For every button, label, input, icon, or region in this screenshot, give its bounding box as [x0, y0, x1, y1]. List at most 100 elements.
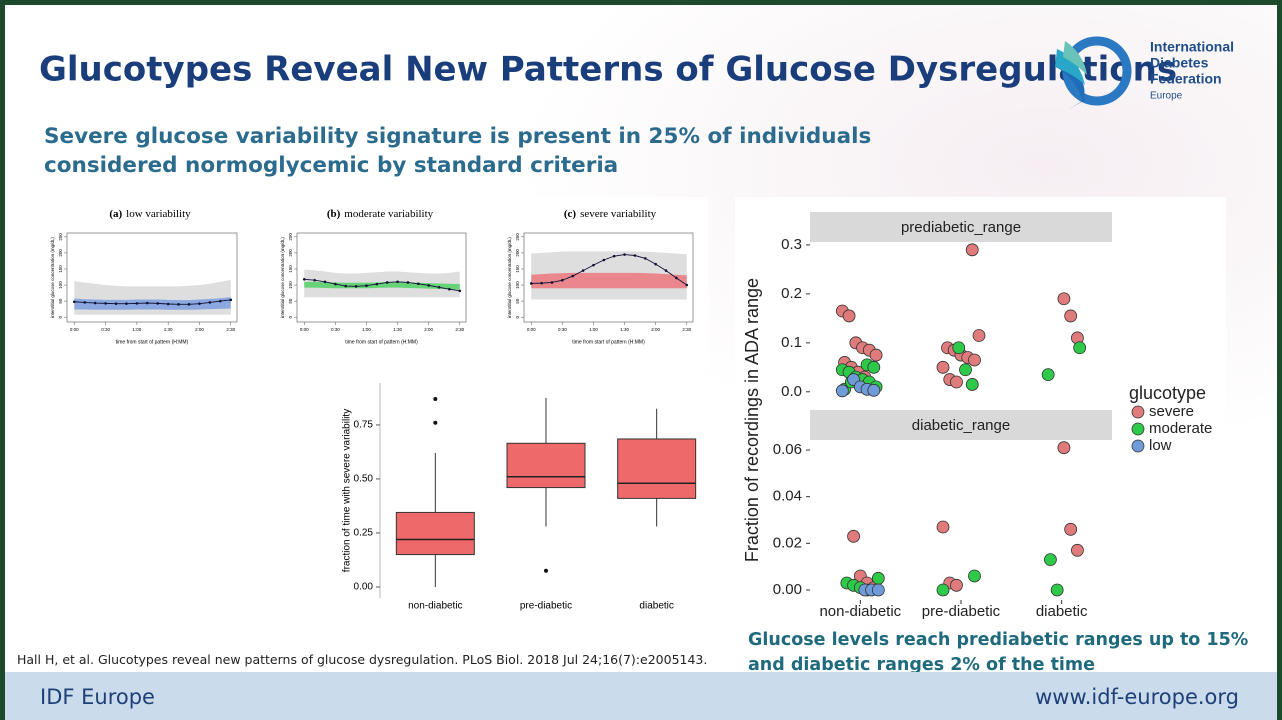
- logo-wing: [1063, 41, 1087, 75]
- series-point: [104, 302, 107, 305]
- citation: Hall H, et al. Glucotypes reveal new pat…: [17, 652, 708, 667]
- y-tick-label: 100: [288, 281, 293, 289]
- logo-mark: [1053, 36, 1132, 109]
- series-point: [633, 254, 637, 257]
- series-point: [323, 280, 327, 284]
- series-point: [125, 302, 128, 305]
- series-point: [592, 263, 595, 267]
- point: [1071, 543, 1084, 557]
- x-tick-label: 2:30: [682, 327, 691, 332]
- x-tick-label: 1:00: [362, 327, 371, 332]
- y-tick-label: 0.06: [773, 441, 802, 458]
- legend-label: low: [1149, 437, 1172, 454]
- y-tick-label: 0.3: [781, 236, 802, 253]
- point: [1064, 522, 1078, 536]
- point: [1044, 553, 1057, 567]
- y-tick-label: 0.50: [354, 474, 374, 485]
- x-axis-label: time from start of pattern (H:MM): [116, 339, 189, 345]
- series-point: [458, 289, 462, 293]
- x-tick-label: 2:30: [455, 327, 464, 332]
- series-point: [550, 281, 554, 284]
- point: [959, 363, 972, 377]
- point: [1057, 292, 1071, 306]
- series-point: [302, 277, 306, 281]
- x-tick-label: diabetic: [1036, 603, 1088, 620]
- point: [1073, 341, 1087, 355]
- series-point: [114, 302, 118, 305]
- chart-title-text: moderate variability: [344, 208, 433, 220]
- point: [952, 341, 966, 355]
- series-point: [187, 303, 191, 306]
- series-line: [531, 254, 688, 286]
- y-axis-label: interstitial glucose concentration (mg/d…: [280, 237, 285, 318]
- y-tick-label: 250: [288, 233, 293, 241]
- caption: Glucose levels reach prediabetic ranges …: [748, 630, 1249, 675]
- y-tick-label: 200: [515, 249, 520, 257]
- series-point: [581, 269, 585, 272]
- footer-right: www.idf-europe.org: [1035, 685, 1239, 709]
- series-point: [156, 302, 160, 305]
- series-point: [571, 274, 575, 278]
- plot-frame: [523, 232, 694, 323]
- x-tick-label: 2:30: [226, 327, 235, 332]
- series-point: [685, 283, 689, 287]
- series-point: [229, 298, 233, 302]
- y-tick-label: 0: [515, 315, 520, 318]
- y-tick-label: 50: [288, 298, 293, 304]
- point: [936, 520, 950, 534]
- series-point: [83, 301, 87, 304]
- point: [965, 243, 979, 257]
- point: [835, 384, 849, 398]
- point: [1057, 441, 1071, 455]
- point: [869, 348, 883, 362]
- logo-region: Europe: [1150, 91, 1183, 102]
- footer: IDF Europe www.idf-europe.org: [5, 672, 1277, 720]
- point: [871, 571, 885, 585]
- series-line: [74, 299, 231, 305]
- series-point: [644, 257, 647, 260]
- point: [1050, 583, 1064, 597]
- outlier: [544, 568, 548, 573]
- series-point: [375, 282, 379, 286]
- box: [395, 511, 475, 556]
- legend-swatch: [1131, 422, 1145, 436]
- series-point: [385, 281, 389, 284]
- y-tick-label: 50: [58, 298, 63, 304]
- point: [867, 360, 881, 374]
- x-tick-label: pre-diabetic: [922, 603, 1001, 620]
- series-point: [417, 282, 420, 286]
- series-point: [612, 254, 616, 258]
- y-tick-label: 200: [58, 249, 63, 257]
- series-point: [344, 284, 348, 288]
- y-axis-label: fraction of time with severe variability: [342, 409, 353, 572]
- x-tick-label: 1:30: [164, 327, 173, 332]
- series-point: [406, 281, 410, 284]
- facet-strip: [810, 410, 1112, 440]
- series-point: [177, 303, 180, 306]
- point: [1041, 368, 1055, 382]
- y-tick-label: 0.2: [781, 285, 802, 302]
- series-point: [354, 285, 358, 288]
- x-tick-label: non-diabetic: [819, 603, 901, 620]
- x-tick-label: 2:00: [424, 327, 433, 332]
- subtitle: Severe glucose variability signature is …: [44, 124, 872, 178]
- series-line: [304, 278, 460, 292]
- x-tick-label: 0:30: [101, 327, 110, 332]
- y-tick-label: 0.04: [773, 488, 802, 505]
- y-tick-label: 0: [288, 315, 293, 318]
- y-tick-label: 250: [515, 233, 520, 241]
- plot-frame: [296, 232, 467, 323]
- panel-label: (c): [564, 208, 577, 220]
- point: [965, 378, 979, 391]
- outlier: [433, 420, 438, 425]
- panel-label: (a): [109, 208, 122, 220]
- facet-title: diabetic_range: [912, 417, 1010, 434]
- point: [936, 583, 950, 597]
- series-point: [664, 269, 668, 272]
- y-tick-label: 250: [58, 233, 63, 241]
- series-point: [602, 258, 606, 262]
- x-axis-label: time from start of pattern (H:MM): [345, 339, 418, 345]
- legend-title: glucotype: [1129, 383, 1206, 403]
- x-tick-label: 0:30: [558, 327, 567, 332]
